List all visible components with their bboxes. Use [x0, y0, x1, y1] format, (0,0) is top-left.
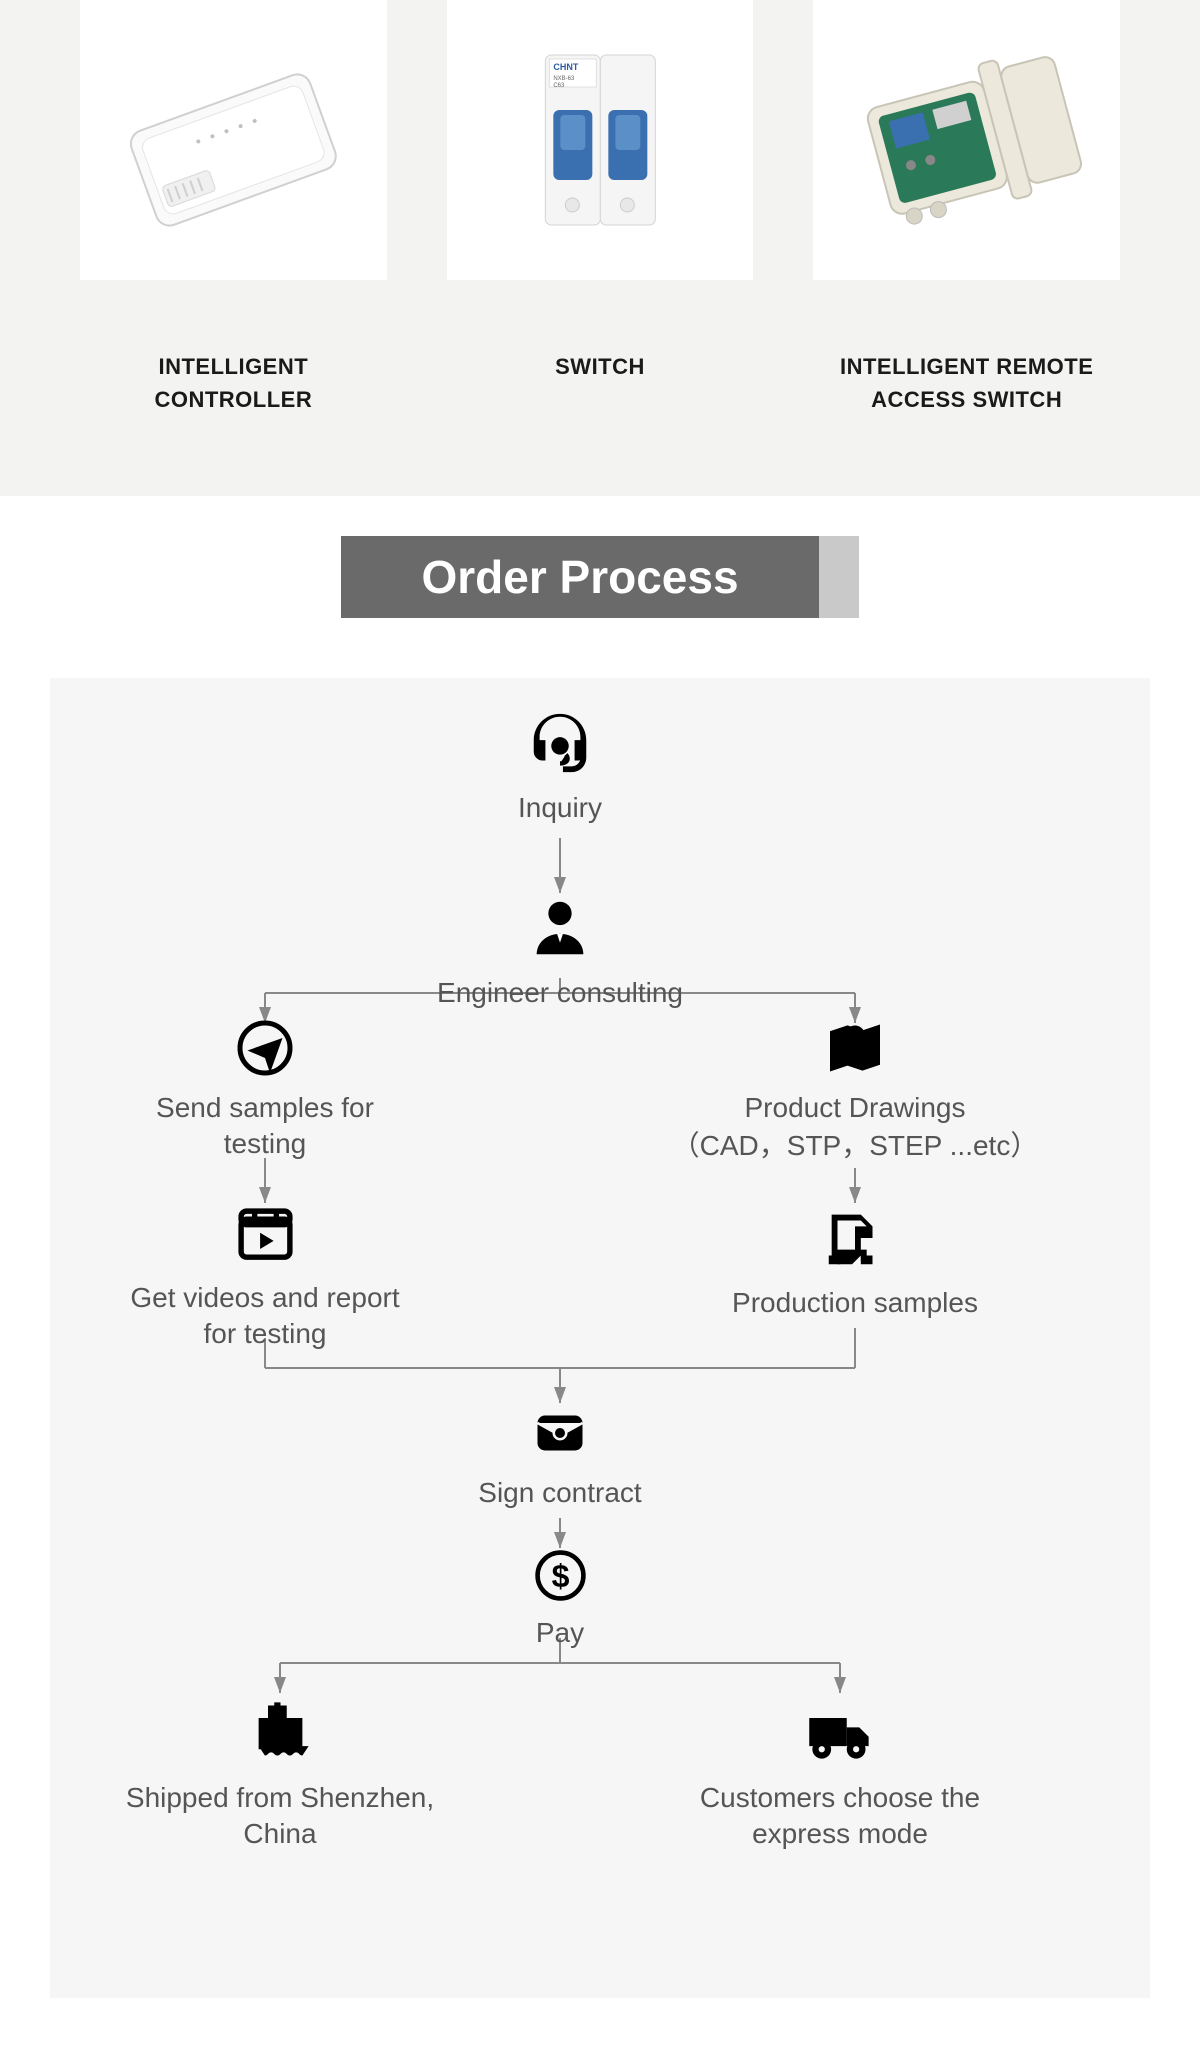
node-label: Shipped from Shenzhen, China — [120, 1780, 440, 1853]
plane-icon — [140, 1018, 390, 1078]
switch-icon: CHNT NXB-63 C63 — [447, 0, 754, 280]
node-label: Get videos and report for testing — [130, 1280, 400, 1353]
product-card-switch: CHNT NXB-63 C63 SWITCH — [447, 0, 754, 416]
svg-text:NXB-63: NXB-63 — [553, 76, 575, 82]
node-inquiry: Inquiry — [460, 708, 660, 826]
ship-icon — [120, 1693, 440, 1768]
video-icon — [130, 1203, 400, 1268]
node-label: Production samples — [710, 1285, 1000, 1321]
products-row: INTELLIGENT CONTROLLER CHNT NXB-63 C63 — [80, 0, 1120, 416]
person-icon — [430, 893, 690, 963]
section-header: Order Process — [0, 536, 1200, 618]
node-label: Send samples for testing — [140, 1090, 390, 1163]
node-label: Inquiry — [460, 790, 660, 826]
section-title: Order Process — [341, 536, 858, 618]
node-express: Customers choose the express mode — [670, 1693, 1010, 1853]
node-drawings: Product Drawings （CAD，STP，STEP ...etc） — [640, 1018, 1070, 1165]
product-label: INTELLIGENT CONTROLLER — [80, 350, 387, 416]
product-card-controller: INTELLIGENT CONTROLLER — [80, 0, 387, 416]
product-image-switch: CHNT NXB-63 C63 — [447, 0, 754, 280]
machine-icon — [710, 1203, 1000, 1273]
node-videos: Get videos and report for testing — [130, 1203, 400, 1353]
node-label: Customers choose the express mode — [670, 1780, 1010, 1853]
svg-text:CHNT: CHNT — [553, 62, 578, 72]
product-card-remote: INTELLIGENT REMOTE ACCESS SWITCH — [813, 0, 1120, 416]
node-label: Sign contract — [460, 1475, 660, 1511]
node-label: Pay — [480, 1615, 640, 1651]
node-label: Product Drawings — [640, 1090, 1070, 1126]
svg-text:$: $ — [551, 1558, 569, 1594]
node-engineer: Engineer consulting — [430, 893, 690, 1011]
products-section: INTELLIGENT CONTROLLER CHNT NXB-63 C63 — [0, 0, 1200, 496]
flowchart: Inquiry Engineer consulting Send samples… — [50, 678, 1150, 1998]
remote-switch-icon — [813, 0, 1120, 280]
svg-text:C63: C63 — [553, 83, 565, 89]
truck-icon — [670, 1693, 1010, 1768]
node-shipped: Shipped from Shenzhen, China — [120, 1693, 440, 1853]
node-production: Production samples — [710, 1203, 1000, 1321]
envelope-icon — [460, 1403, 660, 1463]
product-label: SWITCH — [555, 350, 645, 383]
dollar-icon: $ — [480, 1548, 640, 1603]
map-pin-icon — [640, 1018, 1070, 1078]
product-label: INTELLIGENT REMOTE ACCESS SWITCH — [813, 350, 1120, 416]
controller-icon — [80, 0, 387, 280]
node-samples: Send samples for testing — [140, 1018, 390, 1163]
node-label: Engineer consulting — [430, 975, 690, 1011]
node-sublabel: （CAD，STP，STEP ...etc） — [640, 1128, 1070, 1164]
product-image-controller — [80, 0, 387, 280]
node-sign: Sign contract — [460, 1403, 660, 1511]
product-image-remote — [813, 0, 1120, 280]
headset-icon — [460, 708, 660, 778]
node-pay: $ Pay — [480, 1548, 640, 1651]
